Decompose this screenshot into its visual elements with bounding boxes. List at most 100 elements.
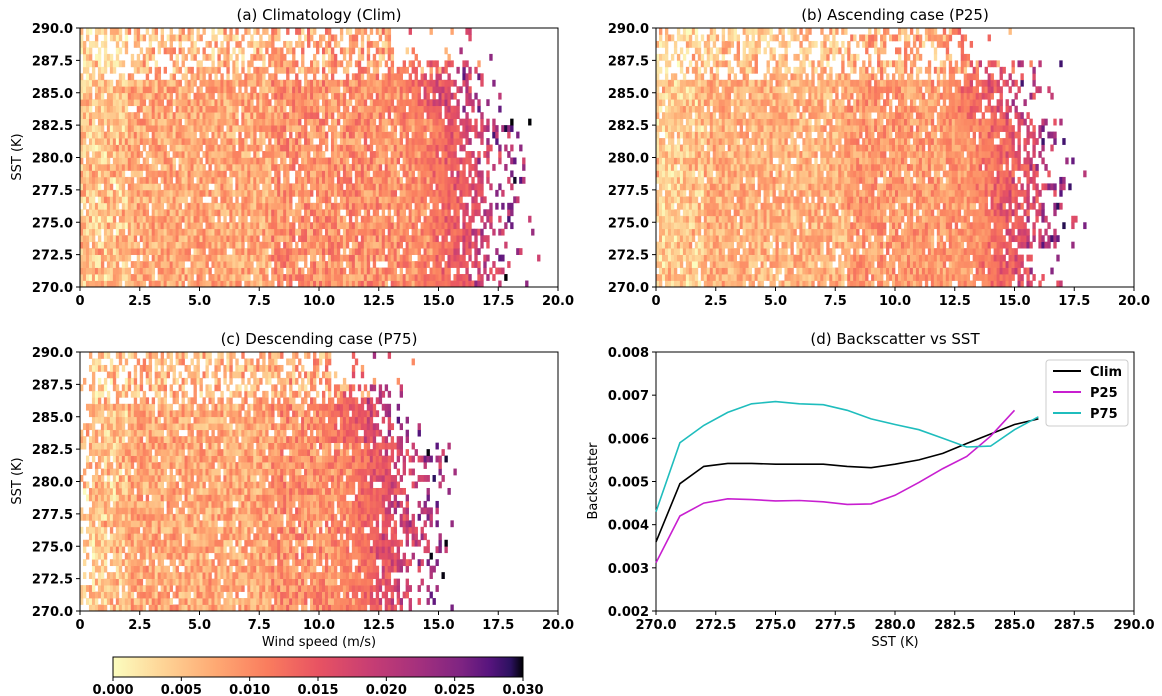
heatmap-cell <box>408 176 412 184</box>
heatmap-cell <box>408 274 412 281</box>
heatmap-cell <box>157 151 162 158</box>
heatmap-cell <box>94 86 99 94</box>
heatmap-cell <box>262 163 266 171</box>
heatmap-cell <box>330 131 335 139</box>
heatmap-cell <box>336 222 341 230</box>
heatmap-cell <box>289 118 293 126</box>
heatmap-cell <box>214 40 218 48</box>
heatmap-cell <box>118 183 123 191</box>
heatmap-cell <box>301 47 305 55</box>
heatmap-cell <box>330 73 335 81</box>
heatmap-cell <box>444 60 448 68</box>
heatmap-cell <box>115 274 120 281</box>
heatmap-cell <box>238 157 242 165</box>
heatmap-cell <box>694 274 699 281</box>
heatmap-cell <box>462 209 466 217</box>
heatmap-cell <box>375 274 380 281</box>
heatmap-cell <box>85 47 90 55</box>
heatmap-cell <box>417 86 421 94</box>
heatmap-cell <box>450 79 454 87</box>
heatmap-cell <box>327 40 332 48</box>
heatmap-cell <box>211 235 215 243</box>
heatmap-cell <box>100 40 105 48</box>
heatmap-cell <box>501 228 505 236</box>
heatmap-cell <box>447 241 451 249</box>
heatmap-cell <box>268 138 272 145</box>
heatmap-cell <box>253 189 257 197</box>
heatmap-cell <box>163 215 167 223</box>
heatmap-cell <box>1005 280 1009 288</box>
heatmap-cell <box>82 105 87 113</box>
heatmap-cell <box>685 280 690 288</box>
heatmap-cell <box>166 112 170 119</box>
heatmap-cell <box>142 254 147 262</box>
heatmap-cell <box>862 274 866 281</box>
heatmap-cell <box>259 254 263 262</box>
heatmap-cell <box>1020 274 1024 281</box>
heatmap-cell <box>205 86 209 94</box>
heatmap-cell <box>88 157 93 165</box>
heatmap-cell <box>217 157 221 165</box>
heatmap-cell <box>474 131 478 139</box>
heatmap-cell <box>85 144 90 152</box>
heatmap-cell <box>196 60 200 68</box>
heatmap-cell <box>474 196 478 204</box>
heatmap-cell <box>390 53 395 61</box>
heatmap-cell <box>360 112 365 119</box>
heatmap-cell <box>226 254 230 262</box>
heatmap-cell <box>106 235 111 243</box>
heatmap-cell <box>217 176 221 184</box>
heatmap-cell <box>136 163 141 171</box>
heatmap-cell <box>166 125 170 132</box>
heatmap-cell <box>342 189 347 197</box>
heatmap-cell <box>142 79 147 87</box>
heatmap-cell <box>321 235 326 243</box>
heatmap-cell <box>187 99 191 107</box>
x-tick-label: 0 <box>75 294 84 309</box>
heatmap-cell <box>945 267 950 275</box>
heatmap-cell <box>471 151 475 158</box>
heatmap-cell <box>450 157 454 165</box>
heatmap-cell <box>369 151 374 158</box>
heatmap-cell <box>208 254 212 262</box>
heatmap-cell <box>393 79 398 87</box>
heatmap-cell <box>226 125 230 132</box>
heatmap-cell <box>160 99 164 107</box>
heatmap-cell <box>474 92 478 100</box>
heatmap-cell <box>459 274 463 281</box>
heatmap-cell <box>97 228 102 236</box>
heatmap-cell <box>868 280 872 288</box>
heatmap-cell <box>277 79 281 87</box>
heatmap-cell <box>238 183 242 191</box>
heatmap-cell <box>405 157 409 165</box>
heatmap-cell <box>313 118 317 126</box>
heatmap-cell <box>121 157 126 165</box>
heatmap-cell <box>217 222 221 230</box>
heatmap-cell <box>181 196 185 204</box>
heatmap-cell <box>247 261 251 268</box>
heatmap-cell <box>169 267 173 275</box>
heatmap-cell <box>283 99 287 107</box>
heatmap-cell <box>817 274 821 281</box>
heatmap-cell <box>375 138 380 145</box>
heatmap-cell <box>127 189 132 197</box>
heatmap-cell <box>301 183 305 191</box>
heatmap-cell <box>154 228 159 236</box>
heatmap-cell <box>336 183 341 191</box>
heatmap-cell <box>411 47 415 55</box>
heatmap-cell <box>369 73 374 81</box>
heatmap-cell <box>405 267 409 275</box>
heatmap-cell <box>145 222 150 230</box>
heatmap-cell <box>208 112 212 119</box>
heatmap-cell <box>357 254 362 262</box>
heatmap-cell <box>462 248 466 255</box>
heatmap-cell <box>295 189 299 197</box>
heatmap-cell <box>238 47 242 55</box>
heatmap-cell <box>357 280 362 288</box>
heatmap-cell <box>223 241 227 249</box>
heatmap-cell <box>853 274 857 281</box>
heatmap-cell <box>486 118 490 126</box>
heatmap-cell <box>103 170 108 178</box>
heatmap-cell <box>109 176 114 184</box>
heatmap-cell <box>313 261 317 268</box>
